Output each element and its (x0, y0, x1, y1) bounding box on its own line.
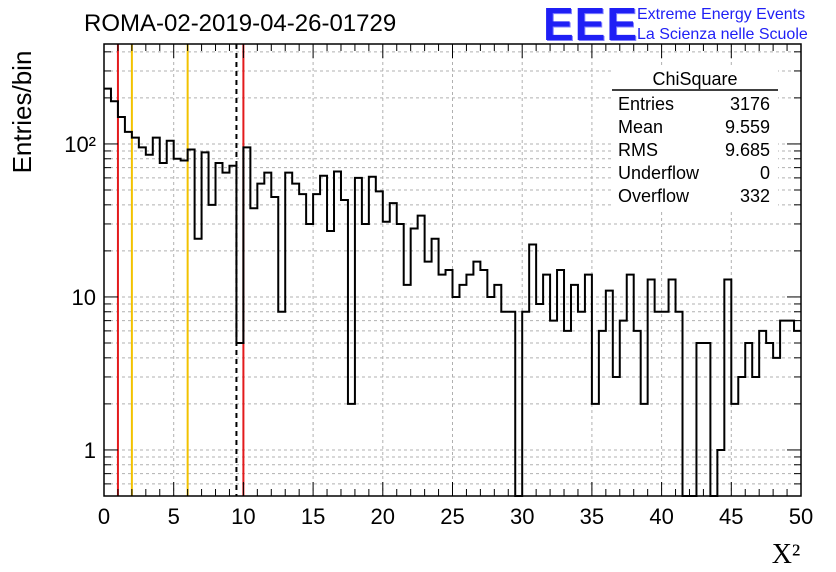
stats-value: 332 (740, 186, 770, 206)
stats-label: Underflow (618, 163, 700, 183)
x-tick-label: 0 (98, 504, 110, 529)
stats-box-title: ChiSquare (652, 69, 737, 89)
y-tick-label: 10 (72, 285, 96, 310)
x-tick-label: 5 (168, 504, 180, 529)
stats-value: 0 (760, 163, 770, 183)
x-tick-label: 50 (789, 504, 813, 529)
stats-box: ChiSquare Entries 3176 Mean 9.559 RMS 9.685 Und… (612, 66, 778, 212)
stats-label: Mean (618, 117, 663, 137)
x-tick-label: 15 (301, 504, 325, 529)
stats-label: RMS (618, 140, 658, 160)
histogram-series (104, 87, 801, 497)
x-tick-label: 35 (580, 504, 604, 529)
x-tick-label: 40 (649, 504, 673, 529)
x-tick-label: 25 (440, 504, 464, 529)
x-tick-label: 20 (371, 504, 395, 529)
chart-title: ROMA-02-2019-04-26-01729 (84, 10, 397, 37)
axes: 0 5 10 15 20 25 30 35 40 45 50 1 10 10² (64, 43, 813, 529)
grid (103, 44, 802, 496)
y-tick-label: 10² (64, 132, 96, 157)
stats-value: 9.559 (725, 117, 770, 137)
y-tick-label: 1 (84, 438, 96, 463)
reference-lines (116, 44, 245, 496)
stats-value: 9.685 (725, 140, 770, 160)
eee-logo-line2: La Scienza nelle Scuole (637, 26, 808, 43)
x-tick-label: 30 (510, 504, 534, 529)
stats-label: Entries (618, 94, 674, 114)
stats-label: Overflow (618, 186, 690, 206)
eee-logo-line1: Extreme Energy Events (637, 6, 806, 23)
x-tick-label: 10 (231, 504, 255, 529)
stats-value: 3176 (730, 94, 770, 114)
x-axis-label: X² (772, 539, 801, 570)
eee-logo-mark: EEE (543, 0, 639, 50)
x-tick-label: 45 (719, 504, 743, 529)
y-axis-label: Entries/bin (7, 51, 37, 174)
